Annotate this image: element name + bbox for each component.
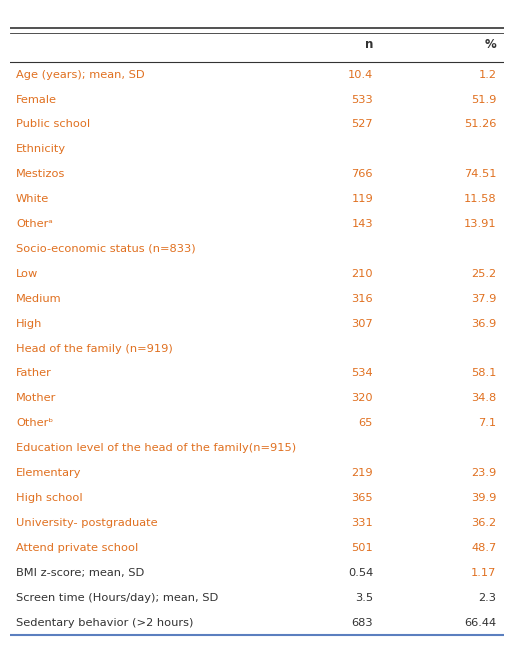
Text: Mestizos: Mestizos: [16, 169, 66, 180]
Text: 365: 365: [351, 493, 373, 503]
Text: 1.17: 1.17: [471, 567, 496, 578]
Text: Father: Father: [16, 368, 52, 379]
Text: 1.2: 1.2: [478, 70, 496, 80]
Text: 0.54: 0.54: [348, 567, 373, 578]
Text: 119: 119: [351, 194, 373, 204]
Text: 37.9: 37.9: [471, 294, 496, 304]
Text: 10.4: 10.4: [348, 70, 373, 80]
Text: 66.44: 66.44: [464, 618, 496, 628]
Text: 58.1: 58.1: [471, 368, 496, 379]
Text: 36.9: 36.9: [471, 319, 496, 328]
Text: Head of the family (n=919): Head of the family (n=919): [16, 343, 173, 353]
Text: 65: 65: [359, 419, 373, 428]
Text: Mother: Mother: [16, 393, 56, 404]
Text: Education level of the head of the family(n=915): Education level of the head of the famil…: [16, 443, 296, 453]
Text: Elementary: Elementary: [16, 468, 81, 478]
Text: High school: High school: [16, 493, 83, 503]
Text: Medium: Medium: [16, 294, 62, 304]
Text: 316: 316: [351, 294, 373, 304]
Text: 74.51: 74.51: [464, 169, 496, 180]
Text: 7.1: 7.1: [478, 419, 496, 428]
Text: Low: Low: [16, 269, 38, 279]
Text: 13.91: 13.91: [464, 219, 496, 229]
Text: BMI z-score; mean, SD: BMI z-score; mean, SD: [16, 567, 145, 578]
Text: Otherᵃ: Otherᵃ: [16, 219, 53, 229]
Text: Female: Female: [16, 95, 57, 104]
Text: 533: 533: [351, 95, 373, 104]
Text: 51.9: 51.9: [471, 95, 496, 104]
Text: Sedentary behavior (>2 hours): Sedentary behavior (>2 hours): [16, 618, 193, 628]
Text: Screen time (Hours/day); mean, SD: Screen time (Hours/day); mean, SD: [16, 593, 218, 603]
Text: n: n: [364, 38, 373, 51]
Text: 320: 320: [351, 393, 373, 404]
Text: Otherᵇ: Otherᵇ: [16, 419, 53, 428]
Text: Attend private school: Attend private school: [16, 543, 138, 553]
Text: 143: 143: [351, 219, 373, 229]
Text: Age (years); mean, SD: Age (years); mean, SD: [16, 70, 145, 80]
Text: 501: 501: [351, 543, 373, 553]
Text: 39.9: 39.9: [471, 493, 496, 503]
Text: 534: 534: [351, 368, 373, 379]
Text: 2.3: 2.3: [478, 593, 496, 603]
Text: White: White: [16, 194, 49, 204]
Text: 48.7: 48.7: [471, 543, 496, 553]
Text: 36.2: 36.2: [471, 518, 496, 528]
Text: 331: 331: [351, 518, 373, 528]
Text: 683: 683: [351, 618, 373, 628]
Text: University- postgraduate: University- postgraduate: [16, 518, 158, 528]
Text: 527: 527: [351, 119, 373, 129]
Text: 766: 766: [352, 169, 373, 180]
Text: %: %: [485, 38, 496, 51]
Text: High: High: [16, 319, 42, 328]
Text: 3.5: 3.5: [355, 593, 373, 603]
Text: 51.26: 51.26: [464, 119, 496, 129]
Text: 210: 210: [351, 269, 373, 279]
Text: Ethnicity: Ethnicity: [16, 144, 66, 154]
Text: 11.58: 11.58: [464, 194, 496, 204]
Text: 307: 307: [351, 319, 373, 328]
Text: Public school: Public school: [16, 119, 90, 129]
Text: Socio-economic status (n=833): Socio-economic status (n=833): [16, 244, 196, 254]
Text: 34.8: 34.8: [471, 393, 496, 404]
Text: 25.2: 25.2: [471, 269, 496, 279]
Text: 219: 219: [351, 468, 373, 478]
Text: 23.9: 23.9: [471, 468, 496, 478]
